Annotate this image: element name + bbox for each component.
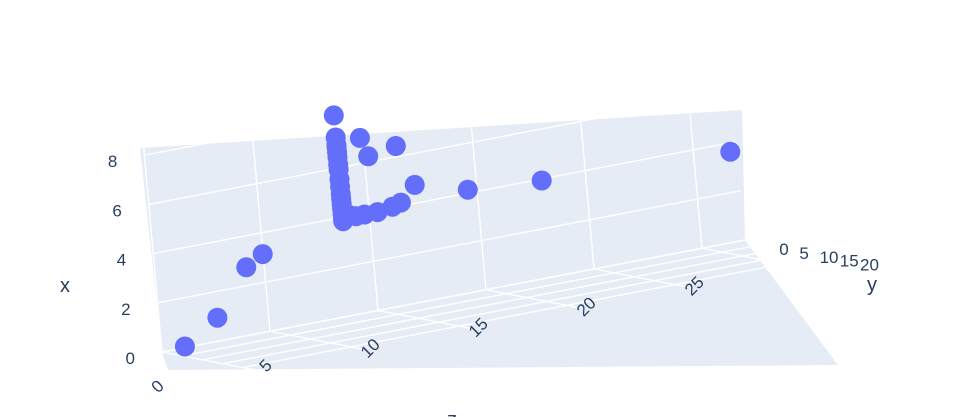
grid-line-z-wall bbox=[142, 142, 163, 353]
grid-line-z-floor bbox=[701, 247, 796, 267]
grid-line-y-floor bbox=[182, 243, 766, 357]
z-axis-title: z bbox=[447, 409, 457, 417]
x-tick-label: 8 bbox=[108, 152, 117, 171]
y-tick-label: 10 bbox=[820, 248, 839, 267]
grid-line-x-wall bbox=[153, 140, 737, 255]
x-tick-label: 6 bbox=[112, 201, 121, 220]
floor-pane bbox=[162, 240, 838, 370]
data-point bbox=[457, 179, 478, 200]
x-tick-label: 2 bbox=[121, 300, 130, 319]
y-tick-label: 15 bbox=[840, 252, 859, 271]
data-point bbox=[252, 244, 273, 265]
data-point bbox=[531, 170, 552, 191]
data-point bbox=[323, 105, 344, 126]
grid-line-z-floor bbox=[377, 309, 472, 330]
y-tick-label: 20 bbox=[860, 256, 879, 275]
grid-line-z-wall bbox=[250, 122, 271, 332]
z-tick-label: 0 bbox=[148, 376, 168, 396]
y-tick-label: 0 bbox=[779, 240, 788, 259]
back-pane bbox=[140, 110, 745, 352]
data-point bbox=[385, 136, 406, 156]
y-tick-label: 5 bbox=[799, 244, 808, 263]
y-axis-title: y bbox=[867, 274, 877, 296]
grid-line-x-wall bbox=[157, 190, 741, 304]
grid-line-z-floor bbox=[269, 330, 364, 350]
grid-line-z-floor bbox=[593, 268, 688, 288]
data-point bbox=[349, 127, 370, 148]
data-point bbox=[174, 336, 195, 357]
x-tick-label: 0 bbox=[126, 349, 135, 368]
grid-line-x-wall bbox=[148, 91, 733, 206]
data-point bbox=[720, 141, 741, 162]
grid-line-z-wall bbox=[682, 39, 703, 249]
data-point bbox=[207, 307, 228, 328]
data-point bbox=[358, 146, 379, 167]
data-point bbox=[236, 257, 257, 278]
grid-line-z-floor bbox=[161, 351, 256, 371]
x-axis-title: x bbox=[60, 275, 70, 297]
grid-line-y-floor bbox=[202, 247, 786, 361]
grid-line-y-floor bbox=[161, 239, 746, 353]
grid-line-x-wall bbox=[144, 42, 728, 156]
data-point bbox=[390, 192, 411, 213]
grid-line-y-floor bbox=[222, 250, 806, 365]
x-tick-label: 4 bbox=[117, 251, 126, 270]
data-points bbox=[174, 105, 741, 357]
grid-line-z-floor bbox=[485, 289, 580, 309]
grid-line-y-floor bbox=[242, 254, 827, 369]
data-point bbox=[404, 174, 425, 195]
grid-line-z-wall bbox=[574, 59, 595, 270]
